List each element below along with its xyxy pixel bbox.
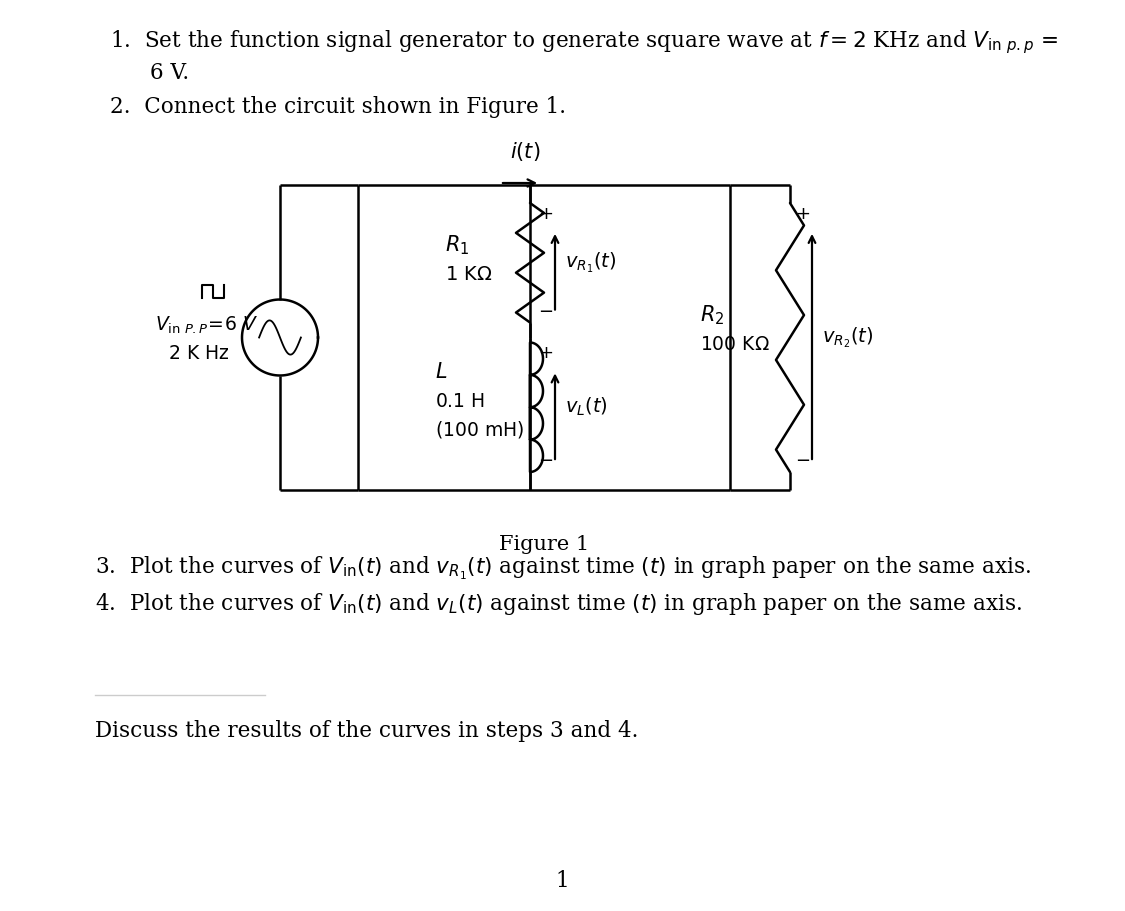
Text: $+$: $+$	[538, 205, 554, 223]
Text: $+$: $+$	[795, 205, 810, 223]
Text: $(100\ \mathrm{mH})$: $(100\ \mathrm{mH})$	[435, 419, 524, 440]
Text: 3.  Plot the curves of $V_{\mathrm{in}}(t)$ and $v_{R_1}(t)$ against time $(t)$ : 3. Plot the curves of $V_{\mathrm{in}}(t…	[94, 555, 1032, 582]
Text: $v_{R_1}(t)$: $v_{R_1}(t)$	[565, 251, 616, 275]
Text: $-$: $-$	[795, 450, 810, 468]
Text: $+$: $+$	[538, 344, 554, 363]
Text: $0.1\ \mathrm{H}$: $0.1\ \mathrm{H}$	[435, 394, 485, 411]
Text: $v_{R_2}(t)$: $v_{R_2}(t)$	[822, 325, 873, 350]
Text: Figure 1: Figure 1	[498, 535, 590, 554]
Text: $-$: $-$	[538, 450, 554, 468]
Text: $1\ \mathrm{K}\Omega$: $1\ \mathrm{K}\Omega$	[446, 266, 493, 283]
Text: 1.  Set the function signal generator to generate square wave at $f = 2$ KHz and: 1. Set the function signal generator to …	[110, 28, 1059, 56]
Text: $i(t)$: $i(t)$	[510, 140, 540, 163]
Text: $2\ \mathrm{K\ Hz}$: $2\ \mathrm{K\ Hz}$	[168, 345, 230, 363]
Text: $R_2$: $R_2$	[700, 303, 724, 327]
Text: $L$: $L$	[435, 363, 448, 383]
Text: Discuss the results of the curves in steps 3 and 4.: Discuss the results of the curves in ste…	[94, 720, 638, 742]
Text: $R_1$: $R_1$	[446, 233, 469, 257]
Text: $v_L(t)$: $v_L(t)$	[565, 396, 608, 418]
Text: $-$: $-$	[538, 301, 554, 319]
Text: 4.  Plot the curves of $V_{\mathrm{in}}(t)$ and $v_L(t)$ against time $(t)$ in g: 4. Plot the curves of $V_{\mathrm{in}}(t…	[94, 591, 1022, 617]
Text: $V_{\mathrm{in}\ P.P}\!=\!6\ V$: $V_{\mathrm{in}\ P.P}\!=\!6\ V$	[155, 315, 258, 336]
Text: $100\ \mathrm{K}\Omega$: $100\ \mathrm{K}\Omega$	[700, 336, 770, 354]
Text: 6 V.: 6 V.	[150, 62, 189, 84]
Text: 2.  Connect the circuit shown in Figure 1.: 2. Connect the circuit shown in Figure 1…	[110, 96, 566, 118]
Text: 1: 1	[556, 870, 569, 892]
